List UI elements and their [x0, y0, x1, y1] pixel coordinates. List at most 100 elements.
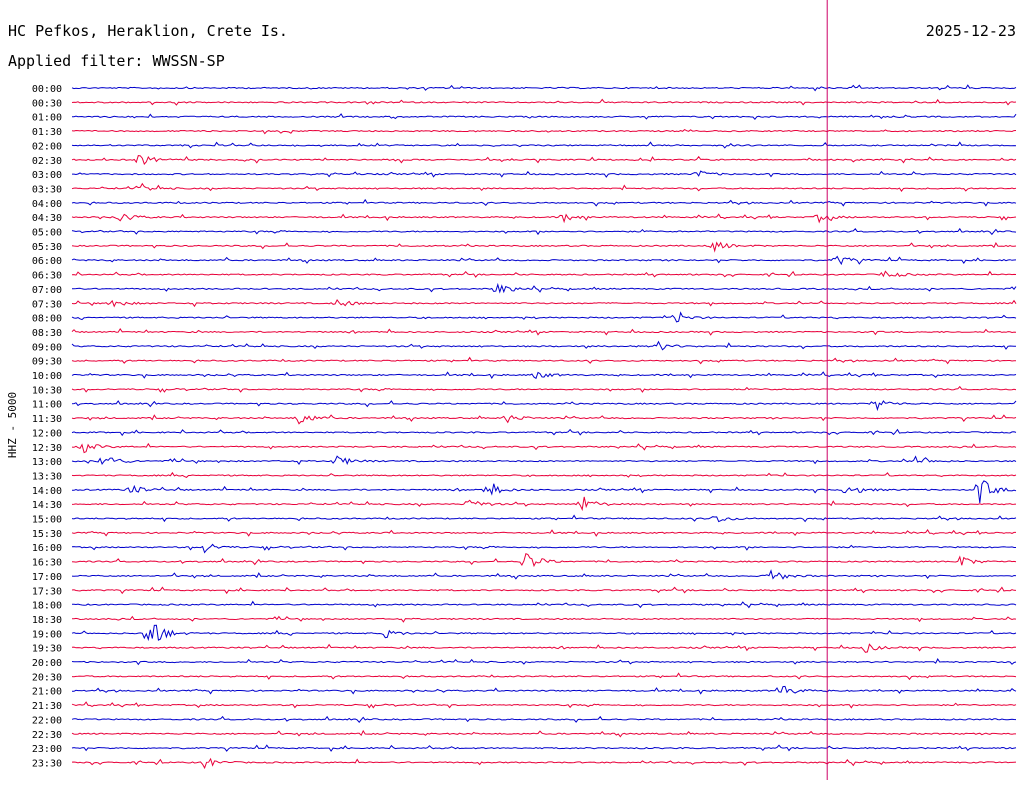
trace-time-label: 23:00 [32, 744, 62, 755]
trace-time-label: 07:00 [32, 285, 62, 296]
seismogram-trace [71, 643, 1017, 653]
seismogram-trace [71, 311, 1017, 323]
trace-time-label: 13:00 [32, 457, 62, 468]
trace-time-label: 12:00 [32, 428, 62, 439]
trace-time-label: 06:30 [32, 271, 62, 282]
trace-group [71, 84, 1017, 770]
seismogram-trace [71, 442, 1017, 454]
filter-label: Applied filter: WWSSN-SP [8, 52, 225, 70]
seismogram-trace [71, 701, 1017, 709]
seismogram-trace [71, 757, 1017, 770]
seismogram-trace [71, 98, 1017, 106]
trace-time-label: 08:00 [32, 314, 62, 325]
seismogram-trace [71, 141, 1017, 149]
trace-time-label: 15:00 [32, 515, 62, 526]
trace-time-label: 19:00 [32, 629, 62, 640]
trace-time-label: 09:30 [32, 357, 62, 368]
seismogram-trace [71, 553, 1017, 568]
seismogram-trace [71, 128, 1017, 135]
trace-time-label: 19:30 [32, 644, 62, 655]
trace-time-label: 22:30 [32, 730, 62, 741]
seismogram-trace [71, 340, 1017, 351]
seismogram-trace [71, 615, 1017, 623]
seismogram-trace [71, 385, 1017, 393]
trace-time-label: 01:00 [32, 113, 62, 124]
trace-time-label: 18:30 [32, 615, 62, 626]
seismogram-trace [72, 113, 1017, 120]
seismogram-trace [71, 428, 1017, 437]
seismogram-trace [71, 624, 1017, 642]
seismogram-trace [71, 455, 1017, 466]
trace-time-label: 04:00 [32, 199, 62, 210]
trace-time-label: 04:30 [32, 213, 62, 224]
trace-time-label: 20:00 [32, 658, 62, 669]
trace-time-label: 09:00 [32, 342, 62, 353]
trace-time-label: 17:30 [32, 586, 62, 597]
seismogram-trace [71, 600, 1017, 609]
seismogram-trace [71, 496, 1017, 512]
seismogram-trace [71, 84, 1017, 92]
trace-time-label: 23:30 [32, 758, 62, 769]
seismogram-trace [71, 529, 1016, 537]
seismogram-trace [71, 744, 1017, 752]
seismogram-trace [71, 327, 1017, 336]
seismogram-trace [71, 543, 1016, 554]
trace-time-label: 06:00 [32, 256, 62, 267]
seismogram-trace [71, 270, 1017, 278]
seismogram-trace [72, 170, 1017, 178]
seismogram-trace [71, 471, 1017, 478]
seismogram-trace [71, 657, 1017, 666]
seismogram-trace [71, 729, 1016, 738]
trace-time-label: 15:30 [32, 529, 62, 540]
seismogram-trace [71, 213, 1017, 224]
trace-time-label: 05:00 [32, 228, 62, 239]
seismogram-trace [71, 227, 1017, 236]
seismogram-trace [71, 241, 1017, 253]
trace-time-label: 08:30 [32, 328, 62, 339]
seismogram-trace [71, 514, 1017, 523]
trace-time-label: 16:30 [32, 558, 62, 569]
trace-time-label: 14:00 [32, 486, 62, 497]
trace-time-label: 10:00 [32, 371, 62, 382]
seismogram-trace [71, 356, 1017, 365]
seismogram-trace [71, 371, 1017, 380]
trace-time-label: 11:00 [32, 400, 62, 411]
seismogram-trace [71, 586, 1017, 595]
seismogram-trace [71, 255, 1017, 266]
trace-time-label: 07:30 [32, 299, 62, 310]
trace-time-label: 00:30 [32, 98, 62, 109]
seismogram-trace [71, 182, 1017, 192]
seismogram-trace [72, 480, 1017, 504]
seismogram-trace [71, 198, 1017, 207]
seismogram-trace [71, 569, 1017, 580]
seismogram-trace [71, 298, 1017, 308]
seismogram-trace [71, 414, 1017, 425]
trace-time-label: 05:30 [32, 242, 62, 253]
trace-time-label: 00:00 [32, 84, 62, 95]
station-title: HC Pefkos, Heraklion, Crete Is. [8, 22, 288, 40]
trace-time-label: 22:00 [32, 715, 62, 726]
seismogram-trace [71, 400, 1017, 412]
trace-time-label: 14:30 [32, 500, 62, 511]
trace-time-label: 03:30 [32, 184, 62, 195]
seismogram-trace [71, 715, 1017, 723]
trace-time-label: 02:30 [32, 156, 62, 167]
time-label-group: 00:00 00:30 01:00 01:30 02:00 02:30 03:00 03:30… [32, 84, 62, 769]
seismogram-trace [71, 155, 1017, 165]
trace-time-label: 16:00 [32, 543, 62, 554]
trace-time-label: 20:30 [32, 672, 62, 683]
date-label: 2025-12-23 [926, 22, 1016, 40]
trace-time-label: 13:30 [32, 471, 62, 482]
trace-time-label: 18:00 [32, 601, 62, 612]
seismogram-trace [71, 685, 1017, 695]
y-axis-label: HHZ - 5000 [6, 392, 19, 458]
trace-time-label: 21:30 [32, 701, 62, 712]
trace-time-label: 11:30 [32, 414, 62, 425]
trace-time-label: 21:00 [32, 687, 62, 698]
seismogram-trace [71, 672, 1017, 681]
trace-time-label: 12:30 [32, 443, 62, 454]
trace-time-label: 02:00 [32, 141, 62, 152]
trace-time-label: 10:30 [32, 385, 62, 396]
